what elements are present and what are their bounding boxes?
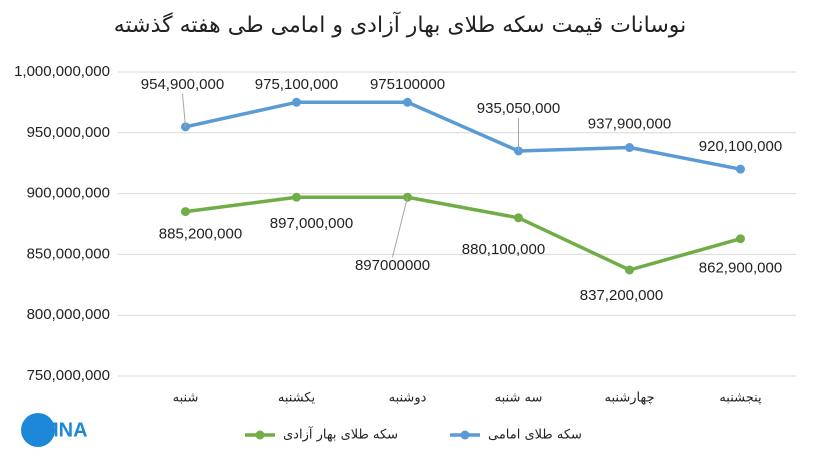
data-label: 880,100,000 <box>462 241 545 258</box>
x-tick-label: شنبه <box>173 391 199 406</box>
data-label: 885,200,000 <box>159 226 242 243</box>
logo: IMNA <box>36 419 87 441</box>
point <box>181 207 190 217</box>
point <box>736 164 745 174</box>
point <box>736 234 745 244</box>
data-label: 862,900,000 <box>699 260 782 277</box>
y-tick-label: 750,000,000 <box>27 367 110 384</box>
y-tick-label: 900,000,000 <box>27 185 110 202</box>
legend-marker <box>255 430 265 440</box>
point <box>403 97 412 107</box>
x-tick-label: پنجشنبه <box>719 391 762 406</box>
y-tick-label: 1,000,000,000 <box>14 63 110 80</box>
data-label: 975,100,000 <box>255 76 338 93</box>
chart-title: نوسانات قیمت سکه طلای بهار آزادی و امامی… <box>114 11 687 38</box>
legend-marker <box>460 430 470 440</box>
legend-label: سکه طلای امامی <box>488 428 582 443</box>
y-tick-label: 850,000,000 <box>27 245 110 262</box>
data-label: 897,000,000 <box>270 215 353 232</box>
leader-line <box>182 93 186 127</box>
series-line <box>185 195 741 272</box>
data-label: 954,900,000 <box>141 76 224 93</box>
point <box>625 265 634 275</box>
x-tick-label: سه شنبه <box>495 391 543 406</box>
leader-line <box>392 197 408 258</box>
y-tick-label: 800,000,000 <box>27 306 110 323</box>
x-tick-label: دوشنبه <box>389 391 427 406</box>
data-label: 937,900,000 <box>588 115 671 132</box>
point <box>292 192 301 202</box>
x-tick-label: یکشنبه <box>278 391 316 406</box>
data-label: 837,200,000 <box>580 287 663 304</box>
x-tick-label: چهارشنبه <box>605 391 655 406</box>
data-label: 975100000 <box>370 76 445 93</box>
logo-mark <box>21 413 55 447</box>
legend-label: سکه طلای بهار آزادی <box>283 426 398 443</box>
point <box>514 213 523 223</box>
data-label: 920,100,000 <box>699 138 782 155</box>
point <box>292 97 301 107</box>
data-label: 897000000 <box>355 257 430 274</box>
series-line <box>185 100 741 171</box>
y-tick-label: 950,000,000 <box>27 124 110 141</box>
point <box>625 143 634 153</box>
data-label: 935,050,000 <box>477 100 560 117</box>
